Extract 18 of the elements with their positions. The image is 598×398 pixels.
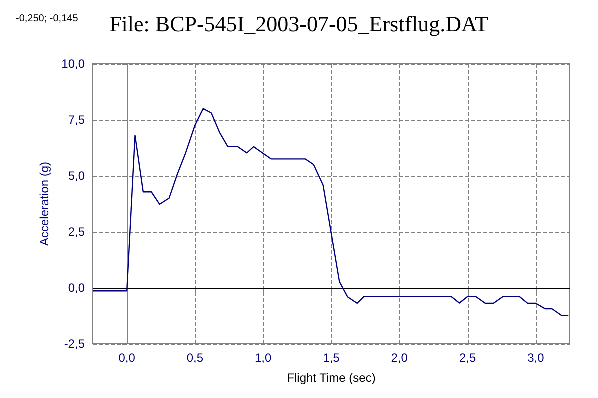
y-tick-label: 10,0 xyxy=(62,57,86,71)
y-tick-label: 5,0 xyxy=(68,169,86,183)
x-tick-label: 0,5 xyxy=(186,351,204,365)
text: -0,250; -0,145 xyxy=(16,14,79,24)
x-tick-label: 1,0 xyxy=(255,351,272,365)
x-tick-label: 1,5 xyxy=(323,351,340,365)
x-tick-label: 2,5 xyxy=(459,351,476,365)
x-tick-label: 0,0 xyxy=(118,351,136,365)
line-series xyxy=(92,108,570,316)
y-axis-title: Acceleration (g) xyxy=(38,162,52,246)
x-axis-title: Flight Time (sec) xyxy=(287,371,376,385)
y-tick-label: 2,5 xyxy=(68,225,86,239)
x-tick-label: 3,0 xyxy=(528,351,545,365)
y-tick-label: -2,5 xyxy=(64,337,86,351)
y-tick-label: 0,0 xyxy=(68,281,86,295)
x-tick-label: 2,0 xyxy=(391,351,408,365)
chart-title: File: BCP-545I_2003-07-05_Erstflug.DAT xyxy=(110,12,489,36)
y-tick-label: 7,5 xyxy=(68,113,86,127)
